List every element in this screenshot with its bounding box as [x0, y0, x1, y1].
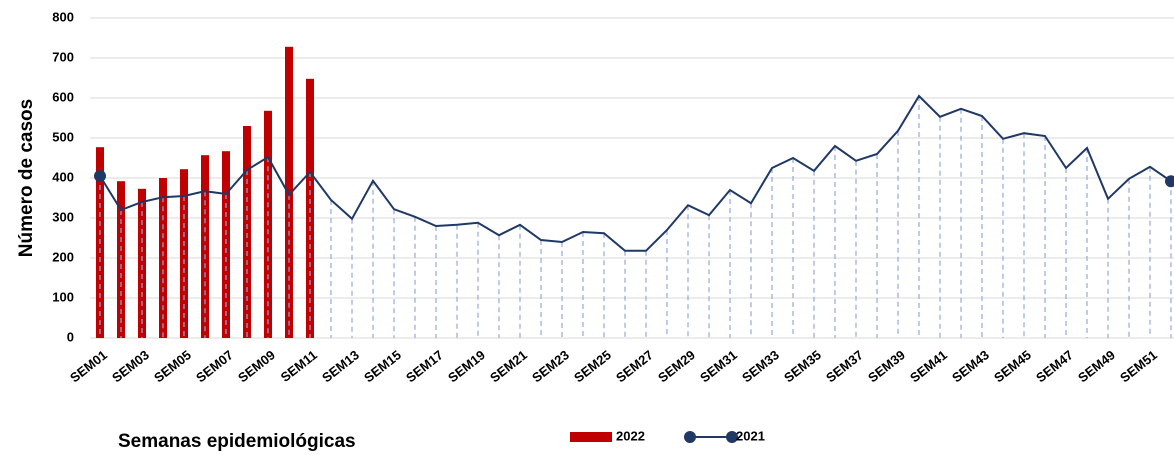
- legend-swatch: [684, 431, 696, 443]
- line-marker: [94, 170, 106, 182]
- bar: [222, 151, 230, 338]
- x-tick-label: SEM01: [67, 347, 110, 385]
- y-tick-label: 100: [52, 289, 74, 304]
- x-tick-label: SEM31: [697, 347, 740, 385]
- x-tick-label: SEM03: [109, 347, 152, 385]
- x-tick-label: SEM11: [278, 347, 320, 385]
- x-tick-label: SEM33: [739, 347, 782, 385]
- x-tick-label: SEM21: [487, 347, 530, 385]
- x-tick-label: SEM41: [907, 347, 950, 385]
- y-tick-label: 400: [52, 169, 74, 184]
- x-tick-label: SEM13: [319, 347, 362, 385]
- x-tick-label: SEM19: [445, 347, 488, 385]
- x-tick-label: SEM39: [865, 347, 908, 385]
- x-tick-label: SEM05: [151, 347, 194, 385]
- legend-label: 2021: [736, 428, 765, 443]
- x-tick-label: SEM07: [193, 347, 236, 385]
- x-tick-label: SEM45: [991, 347, 1034, 385]
- x-tick-label: SEM49: [1075, 347, 1118, 385]
- x-axis-label: Semanas epidemiológicas: [118, 431, 356, 452]
- bar: [159, 178, 167, 338]
- x-tick-label: SEM29: [655, 347, 698, 385]
- x-tick-label: SEM37: [823, 347, 866, 385]
- x-tick-label: SEM23: [529, 347, 572, 385]
- y-tick-label: 200: [52, 249, 74, 264]
- bar: [285, 46, 293, 339]
- y-tick-label: 700: [52, 49, 74, 64]
- line: [99, 94, 1172, 252]
- x-tick-label: SEM17: [403, 347, 446, 385]
- y-axis-label: Número de casos: [16, 99, 37, 257]
- line-marker: [1165, 175, 1174, 188]
- x-tick-label: SEM09: [235, 347, 278, 385]
- x-tick-label: SEM43: [949, 347, 992, 385]
- legend-label: 2022: [616, 428, 645, 443]
- y-tick-label: 0: [67, 329, 74, 344]
- y-tick-label: 800: [52, 9, 74, 24]
- bar: [243, 126, 251, 338]
- x-tick-label: SEM35: [781, 347, 824, 385]
- bar: [138, 188, 146, 338]
- x-tick-label: SEM27: [613, 347, 656, 385]
- x-tick-label: SEM25: [571, 347, 614, 385]
- x-tick-label: SEM47: [1033, 347, 1076, 385]
- legend-swatch: [570, 432, 612, 442]
- x-tick-label: SEM15: [361, 347, 404, 385]
- legend-swatch: [726, 431, 738, 443]
- y-tick-label: 600: [52, 89, 74, 104]
- y-tick-label: 300: [52, 209, 74, 224]
- x-tick-label: SEM51: [1117, 347, 1160, 385]
- y-tick-label: 500: [52, 129, 74, 144]
